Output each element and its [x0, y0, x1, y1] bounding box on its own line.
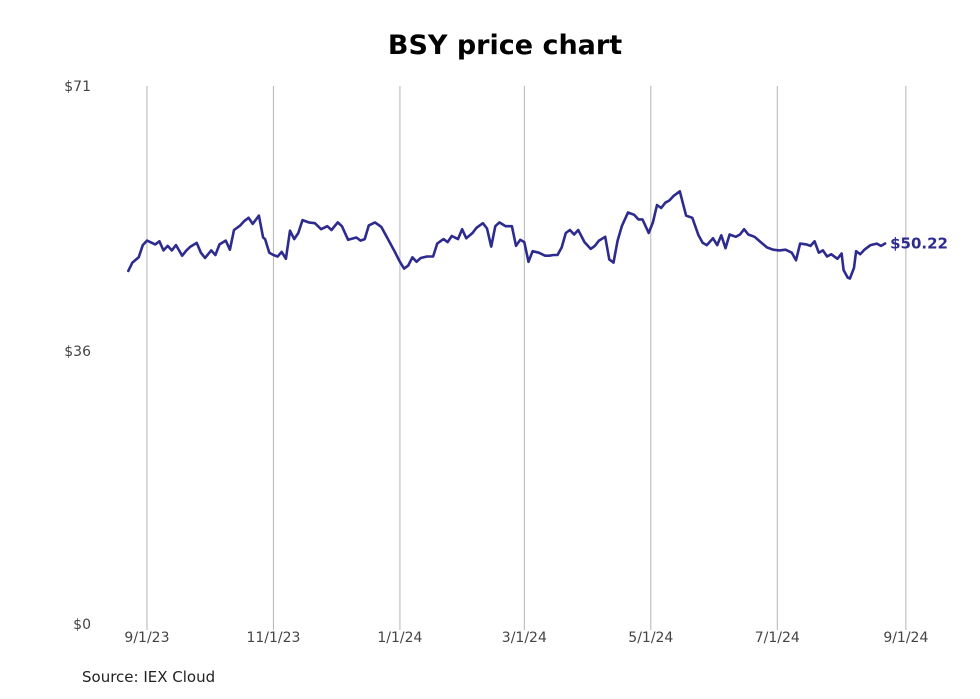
- series: $50.22: [127, 190, 948, 280]
- x-axis: 9/1/23 11/1/23 1/1/24 3/1/24 5/1/24 7/1/24 9/1…: [124, 630, 928, 646]
- chart-title: BSY price chart: [387, 30, 623, 61]
- x-tick-label: 11/1/23: [246, 630, 300, 646]
- x-tick-label: 5/1/24: [628, 630, 673, 646]
- gridlines: [146, 86, 907, 630]
- price-line: [127, 190, 887, 280]
- x-tick-label: 1/1/24: [377, 630, 422, 646]
- x-tick-label: 9/1/23: [124, 630, 169, 646]
- last-price-label: $50.22: [890, 234, 948, 252]
- x-tick-label: 7/1/24: [755, 630, 800, 646]
- source-note: Source: IEX Cloud: [82, 668, 216, 686]
- y-tick-label: $0: [73, 617, 91, 633]
- y-tick-label: $36: [64, 344, 91, 360]
- y-axis: $71 $36 $0: [64, 79, 91, 633]
- y-tick-label: $71: [64, 79, 91, 95]
- x-tick-label: 3/1/24: [502, 630, 547, 646]
- x-tick-label: 9/1/24: [883, 630, 928, 646]
